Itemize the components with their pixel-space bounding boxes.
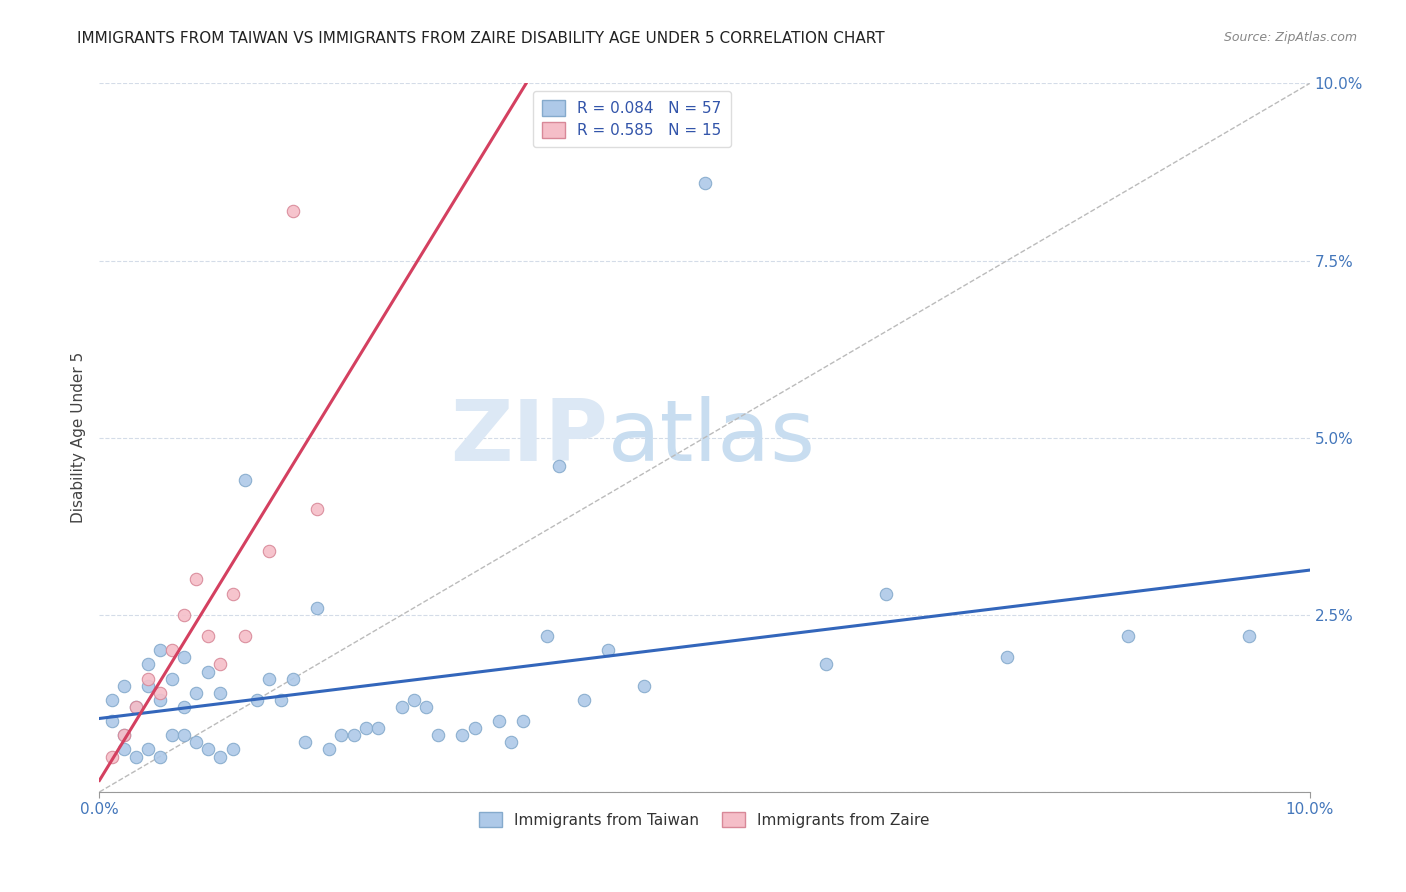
Point — [112, 728, 135, 742]
Point — [693, 176, 716, 190]
Point — [596, 643, 619, 657]
Point — [257, 672, 280, 686]
Text: atlas: atlas — [607, 396, 815, 479]
Point — [391, 700, 413, 714]
Point — [209, 657, 232, 672]
Point — [415, 700, 437, 714]
Point — [136, 657, 159, 672]
Point — [814, 657, 837, 672]
Point — [112, 742, 135, 756]
Point — [100, 714, 122, 728]
Point — [633, 679, 655, 693]
Point — [572, 693, 595, 707]
Point — [499, 735, 522, 749]
Point — [160, 728, 183, 742]
Point — [367, 721, 389, 735]
Point — [488, 714, 510, 728]
Point — [160, 672, 183, 686]
Point — [281, 672, 304, 686]
Point — [125, 700, 148, 714]
Point — [173, 607, 195, 622]
Text: Source: ZipAtlas.com: Source: ZipAtlas.com — [1223, 31, 1357, 45]
Point — [186, 735, 208, 749]
Text: ZIP: ZIP — [450, 396, 607, 479]
Point — [197, 665, 219, 679]
Point — [233, 629, 256, 643]
Point — [221, 586, 243, 600]
Point — [548, 458, 571, 473]
Point — [209, 749, 232, 764]
Point — [209, 686, 232, 700]
Point — [875, 586, 897, 600]
Point — [294, 735, 316, 749]
Point — [149, 686, 172, 700]
Point — [307, 600, 329, 615]
Text: IMMIGRANTS FROM TAIWAN VS IMMIGRANTS FROM ZAIRE DISABILITY AGE UNDER 5 CORRELATI: IMMIGRANTS FROM TAIWAN VS IMMIGRANTS FRO… — [77, 31, 884, 46]
Point — [318, 742, 340, 756]
Point — [257, 544, 280, 558]
Point — [246, 693, 269, 707]
Point — [1237, 629, 1260, 643]
Point — [136, 679, 159, 693]
Point — [1116, 629, 1139, 643]
Point — [281, 204, 304, 219]
Point — [233, 473, 256, 487]
Point — [221, 742, 243, 756]
Point — [186, 573, 208, 587]
Point — [186, 686, 208, 700]
Point — [512, 714, 534, 728]
Point — [173, 650, 195, 665]
Point — [404, 693, 426, 707]
Legend: Immigrants from Taiwan, Immigrants from Zaire: Immigrants from Taiwan, Immigrants from … — [472, 805, 936, 834]
Point — [160, 643, 183, 657]
Point — [197, 629, 219, 643]
Point — [342, 728, 364, 742]
Point — [536, 629, 558, 643]
Point — [330, 728, 353, 742]
Point — [136, 672, 159, 686]
Point — [173, 700, 195, 714]
Point — [100, 749, 122, 764]
Point — [197, 742, 219, 756]
Point — [270, 693, 292, 707]
Point — [427, 728, 450, 742]
Point — [100, 693, 122, 707]
Point — [451, 728, 474, 742]
Point — [464, 721, 486, 735]
Point — [354, 721, 377, 735]
Point — [995, 650, 1018, 665]
Point — [173, 728, 195, 742]
Point — [112, 728, 135, 742]
Point — [125, 700, 148, 714]
Point — [149, 749, 172, 764]
Point — [307, 501, 329, 516]
Point — [112, 679, 135, 693]
Point — [149, 643, 172, 657]
Y-axis label: Disability Age Under 5: Disability Age Under 5 — [72, 352, 86, 524]
Point — [136, 742, 159, 756]
Point — [149, 693, 172, 707]
Point — [125, 749, 148, 764]
